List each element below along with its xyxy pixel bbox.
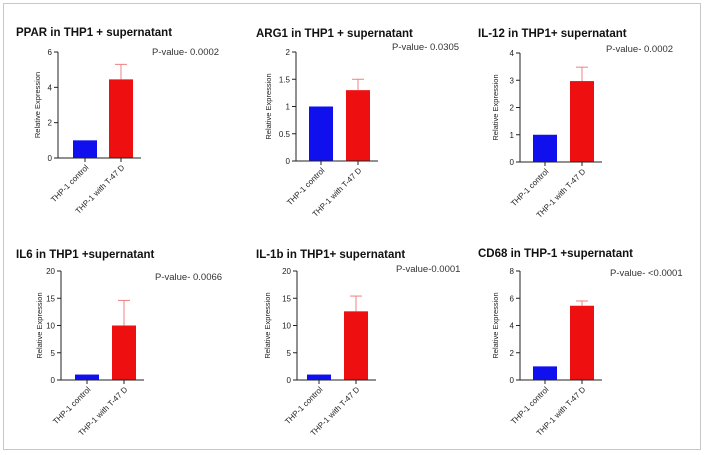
- y-tick-label: 0: [51, 376, 56, 385]
- y-tick-label: 2: [286, 48, 291, 57]
- bar-control: [533, 134, 557, 162]
- y-tick-label: 1.5: [279, 75, 291, 84]
- y-tick-label: 0: [48, 154, 53, 163]
- chart-panel-6: CD68 in THP-1 +supernatant P-value- <0.00…: [478, 248, 683, 438]
- chart-title: CD68 in THP-1 +supernatant: [478, 248, 633, 260]
- bar-treated: [346, 90, 370, 161]
- figure-frame: [3, 3, 701, 450]
- y-tick-label: 0: [286, 157, 291, 166]
- bar-control: [73, 140, 97, 158]
- bar-treated: [344, 311, 368, 380]
- p-value-annotation: P-value- 0.0002: [606, 44, 673, 55]
- bar-control: [75, 374, 99, 380]
- y-tick-label: 5: [287, 349, 292, 358]
- y-tick-label: 10: [46, 322, 55, 331]
- chart-panel-5: IL-1b in THP1+ supernatant P-value-0.0001…: [256, 249, 460, 438]
- x-category-label: THP-1 control: [509, 167, 550, 208]
- bar-treated: [570, 305, 594, 380]
- bar-treated: [109, 79, 133, 158]
- y-tick-label: 3: [510, 76, 515, 85]
- y-tick-label: 15: [282, 294, 291, 303]
- y-tick-label: 15: [46, 294, 55, 303]
- y-tick-label: 1: [510, 131, 515, 140]
- y-axis-label: Relative Expression: [35, 292, 44, 358]
- y-axis-label: Relative Expression: [491, 292, 500, 358]
- p-value-annotation: P-value- 0.0066: [155, 272, 222, 283]
- y-tick-label: 20: [46, 267, 55, 276]
- y-tick-label: 4: [510, 322, 515, 331]
- x-category-label: THP-1 control: [51, 385, 92, 426]
- y-tick-label: 0: [287, 376, 292, 385]
- y-axis-label: Relative Expression: [264, 73, 273, 139]
- x-category-label: THP-1 control: [509, 385, 550, 426]
- y-tick-label: 1: [286, 103, 291, 112]
- bar-treated: [112, 325, 136, 380]
- y-tick-label: 4: [510, 49, 515, 58]
- p-value-annotation: P-value- 0.0305: [392, 42, 459, 53]
- y-tick-label: 2: [510, 349, 515, 358]
- y-tick-label: 2: [510, 104, 515, 113]
- chart-panel-1: PPAR in THP1 + supernatant P-value- 0.000…: [16, 27, 219, 216]
- y-tick-label: 20: [282, 267, 291, 276]
- y-tick-label: 0: [510, 158, 515, 167]
- y-axis-label: Relative Expression: [491, 74, 500, 140]
- y-tick-label: 4: [48, 83, 53, 92]
- bar-control: [309, 106, 333, 161]
- chart-title: PPAR in THP1 + supernatant: [16, 27, 172, 39]
- y-axis-label: Relative Expression: [33, 72, 42, 138]
- bar-control: [533, 366, 557, 380]
- chart-title: IL-12 in THP1+ supernatant: [478, 28, 627, 40]
- x-category-label: THP-1 control: [283, 385, 324, 426]
- y-tick-label: 10: [282, 322, 291, 331]
- p-value-annotation: P-value- 0.0002: [152, 47, 219, 58]
- chart-panel-2: ARG1 in THP1 + supernatant P-value- 0.030…: [256, 28, 459, 219]
- y-tick-label: 0: [510, 376, 515, 385]
- y-tick-label: 8: [510, 267, 515, 276]
- chart-title: ARG1 in THP1 + supernatant: [256, 28, 413, 40]
- x-category-label: THP-1 control: [285, 166, 326, 207]
- y-tick-label: 5: [51, 349, 56, 358]
- y-tick-label: 2: [48, 119, 53, 128]
- y-axis-label: Relative Expression: [263, 292, 272, 358]
- p-value-annotation: P-value- <0.0001: [610, 268, 683, 279]
- bar-control: [307, 374, 331, 380]
- y-tick-label: 0.5: [279, 130, 291, 139]
- chart-panel-3: IL-12 in THP1+ supernatant P-value- 0.000…: [478, 28, 673, 220]
- p-value-annotation: P-value-0.0001: [396, 264, 460, 275]
- y-tick-label: 6: [510, 294, 515, 303]
- chart-title: IL-1b in THP1+ supernatant: [256, 249, 405, 261]
- chart-title: IL6 in THP1 +supernatant: [16, 249, 155, 261]
- y-tick-label: 6: [48, 48, 53, 57]
- bar-treated: [570, 81, 594, 162]
